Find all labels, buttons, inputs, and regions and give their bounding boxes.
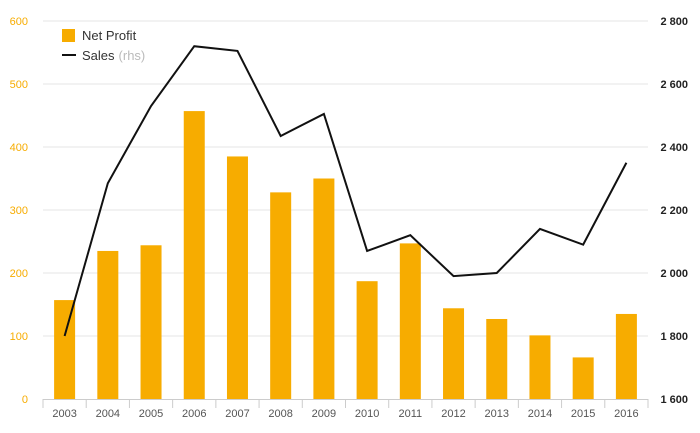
x-axis-tick-label: 2015	[571, 408, 595, 420]
right-axis-tick-label: 1 800	[660, 331, 688, 343]
x-axis-tick-label: 2006	[182, 408, 206, 420]
x-axis-tick-label: 2003	[52, 408, 76, 420]
left-axis-tick-label: 300	[10, 205, 28, 217]
net-profit-bar	[486, 318, 508, 399]
right-axis-tick-label: 2 600	[660, 79, 688, 91]
right-axis-tick-label: 2 800	[660, 16, 688, 28]
legend-swatch-net-profit	[62, 29, 75, 42]
x-axis-tick-label: 2005	[139, 408, 163, 420]
x-axis-tick-label: 2014	[528, 408, 552, 420]
legend-label-sales-suffix: (rhs)	[119, 48, 146, 63]
svg-text:Sales(rhs): Sales (rhs)	[82, 48, 145, 63]
net-profit-bar	[399, 243, 421, 399]
left-y-axis: 0 100 200 300 400 500 600	[10, 16, 28, 406]
net-profit-bar	[183, 111, 205, 399]
net-profit-bar	[140, 245, 162, 399]
right-axis-tick-label: 2 000	[660, 268, 688, 280]
net-profit-bar	[54, 300, 76, 399]
left-axis-tick-label: 500	[10, 79, 28, 91]
net-profit-bar	[270, 192, 292, 399]
net-profit-bar	[572, 357, 594, 399]
net-profit-bars	[54, 111, 637, 399]
x-axis-tick-label: 2009	[312, 408, 336, 420]
x-axis-tick-label: 2011	[398, 408, 422, 420]
x-axis-tick-label: 2010	[355, 408, 379, 420]
right-y-axis: 1 600 1 800 2 000 2 200 2 400 2 600 2 800	[660, 16, 688, 406]
net-profit-bar	[443, 308, 465, 399]
legend: Net Profit Sales (rhs)	[62, 28, 145, 63]
left-axis-tick-label: 600	[10, 16, 28, 28]
net-profit-bar	[313, 178, 335, 399]
net-profit-bar	[615, 313, 637, 399]
legend-label-net-profit: Net Profit	[82, 28, 137, 43]
sales-line	[63, 45, 628, 337]
right-axis-tick-label: 2 200	[660, 205, 688, 217]
x-axis-tick-label: 2004	[96, 408, 120, 420]
right-axis-tick-label: 1 600	[660, 394, 688, 406]
net-profit-bar	[356, 281, 378, 399]
x-axis-tick-label: 2007	[225, 408, 249, 420]
x-axis-tick-label: 2016	[614, 408, 638, 420]
net-profit-bar	[226, 156, 248, 399]
grid-lines	[43, 20, 648, 337]
net-profit-bar	[97, 250, 119, 399]
legend-label-sales: Sales	[82, 48, 115, 63]
left-axis-tick-label: 100	[10, 331, 28, 343]
sales-line-series	[63, 45, 628, 337]
x-axis-tick-label: 2013	[485, 408, 509, 420]
net-profit-bar	[529, 335, 551, 399]
left-axis-tick-label: 0	[22, 394, 28, 406]
left-axis-tick-label: 400	[10, 142, 28, 154]
x-axis: 2003 2004 2005 2006 2007 2008 2009 2010 2011 2012…	[42, 399, 649, 420]
x-axis-tick-label: 2008	[268, 408, 292, 420]
right-axis-tick-label: 2 400	[660, 142, 688, 154]
x-axis-tick-label: 2012	[441, 408, 465, 420]
left-axis-tick-label: 200	[10, 268, 28, 280]
